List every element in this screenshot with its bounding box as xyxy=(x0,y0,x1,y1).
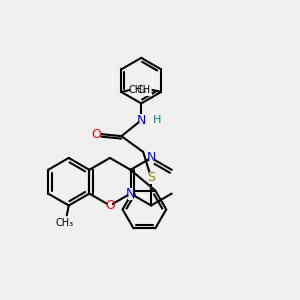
Text: CH₃: CH₃ xyxy=(128,85,146,95)
Text: N: N xyxy=(146,152,156,164)
FancyBboxPatch shape xyxy=(57,218,72,229)
FancyBboxPatch shape xyxy=(128,188,133,200)
Text: S: S xyxy=(147,171,155,184)
Text: N: N xyxy=(126,187,135,200)
FancyBboxPatch shape xyxy=(139,114,144,126)
FancyBboxPatch shape xyxy=(94,128,99,140)
FancyBboxPatch shape xyxy=(138,84,152,96)
FancyBboxPatch shape xyxy=(131,84,144,96)
Text: H: H xyxy=(153,115,161,125)
Text: CH₃: CH₃ xyxy=(56,218,74,228)
Text: N: N xyxy=(136,114,146,127)
Text: CH₃: CH₃ xyxy=(136,85,154,95)
Text: O: O xyxy=(92,128,102,141)
FancyBboxPatch shape xyxy=(107,200,112,211)
Text: O: O xyxy=(105,199,115,212)
FancyBboxPatch shape xyxy=(154,114,160,126)
FancyBboxPatch shape xyxy=(149,152,154,164)
FancyBboxPatch shape xyxy=(149,172,154,184)
